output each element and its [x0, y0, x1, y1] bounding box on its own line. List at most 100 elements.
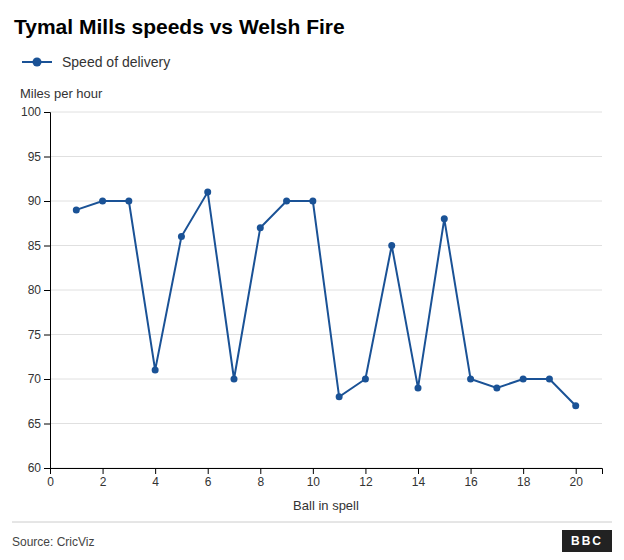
axis-line: [44, 113, 51, 469]
logo-box: [562, 530, 612, 552]
point: [73, 206, 80, 213]
tick-label: 65: [28, 417, 42, 431]
tick-label: 14: [412, 475, 426, 489]
tick-label: 60: [28, 461, 42, 475]
point: [388, 242, 395, 249]
tick-label: 4: [152, 475, 159, 489]
tick-label: 75: [28, 328, 42, 342]
tick: 70: [28, 372, 50, 386]
axis-line: [51, 469, 603, 475]
point: [257, 224, 264, 231]
tick-label: 85: [28, 239, 42, 253]
tick-mark: [44, 112, 50, 113]
tick-mark: [44, 290, 50, 291]
tick: 2: [100, 468, 107, 489]
title: Tymal Mills speeds vs Welsh Fire: [14, 15, 345, 38]
point: [152, 367, 159, 374]
grid-line: [50, 112, 602, 113]
tick: 0: [47, 468, 54, 489]
tick: 80: [28, 283, 50, 297]
legend-item: Speed of delivery: [22, 54, 170, 70]
tick: 16: [464, 468, 478, 489]
point: [546, 376, 553, 383]
tick-mark: [44, 424, 50, 425]
tick-mark: [418, 468, 419, 474]
tick-mark: [103, 468, 104, 474]
tick: 95: [28, 150, 50, 164]
tick: 8: [257, 468, 264, 489]
tick: 6: [205, 468, 212, 489]
line: [76, 192, 575, 406]
tick-label: 18: [517, 475, 531, 489]
plot-area: 0 2 4 6 8 10 12 14 16 18 20 60 65 70 75 80 85 90 95 100: [21, 105, 603, 488]
tick: 75: [28, 328, 50, 342]
tick: 18: [517, 468, 531, 489]
tick-label: 80: [28, 283, 42, 297]
tick-label: 0: [47, 475, 54, 489]
tick-mark: [155, 468, 156, 474]
legend-marker: [33, 58, 42, 67]
tick-mark: [365, 468, 366, 474]
legend-label: Speed of delivery: [62, 54, 170, 70]
tick: 85: [28, 239, 50, 253]
point: [125, 198, 132, 205]
tick: 10: [307, 468, 321, 489]
chart: 0 2 4 6 8 10 12 14 16 18 20 60 65 70 75 80 85 90 95 100 Tyma…: [0, 0, 624, 560]
tick: 14: [412, 468, 426, 489]
tick-label: 6: [205, 475, 212, 489]
tick-mark: [44, 201, 50, 202]
tick-label: 2: [100, 475, 107, 489]
tick: 65: [28, 417, 50, 431]
point: [204, 189, 211, 196]
tick-mark: [44, 468, 50, 469]
point: [178, 233, 185, 240]
source: Source: CricViz: [12, 535, 94, 549]
grid-line: [50, 201, 602, 202]
tick-label: 16: [464, 475, 478, 489]
tick: 60: [28, 461, 50, 475]
logo: BBC: [562, 530, 612, 552]
tick-mark: [523, 468, 524, 474]
tick-label: 8: [257, 475, 264, 489]
x-axis-label: Ball in spell: [293, 498, 359, 513]
x-axis: 0 2 4 6 8 10 12 14 16 18 20: [47, 468, 602, 489]
series-group: [73, 189, 579, 410]
grid: [50, 112, 602, 468]
point: [441, 215, 448, 222]
tick-mark: [44, 379, 50, 380]
tick-label: 95: [28, 150, 42, 164]
tick-label: 90: [28, 194, 42, 208]
legend: Speed of delivery: [22, 54, 170, 70]
tick-label: 100: [21, 105, 41, 119]
grid-line: [50, 156, 602, 157]
tick: 90: [28, 194, 50, 208]
tick-label: 70: [28, 372, 42, 386]
point: [520, 376, 527, 383]
separator: [12, 522, 612, 523]
tick-label: 12: [359, 475, 373, 489]
grid-line: [50, 423, 602, 424]
point: [99, 198, 106, 205]
tick-mark: [44, 157, 50, 158]
point: [362, 376, 369, 383]
tick-mark: [260, 468, 261, 474]
point: [572, 402, 579, 409]
grid-line: [50, 245, 602, 246]
point: [493, 384, 500, 391]
point: [231, 376, 238, 383]
point: [309, 198, 316, 205]
tick-mark: [471, 468, 472, 474]
tick: 20: [570, 468, 584, 489]
tick-label: 20: [570, 475, 584, 489]
tick-mark: [208, 468, 209, 474]
tick-mark: [44, 246, 50, 247]
point: [467, 376, 474, 383]
point: [283, 198, 290, 205]
grid-line: [50, 290, 602, 291]
tick-mark: [313, 468, 314, 474]
point: [336, 393, 343, 400]
tick: 100: [21, 105, 50, 119]
logo-text: BBC: [571, 534, 603, 548]
point: [415, 384, 422, 391]
tick-mark: [576, 468, 577, 474]
